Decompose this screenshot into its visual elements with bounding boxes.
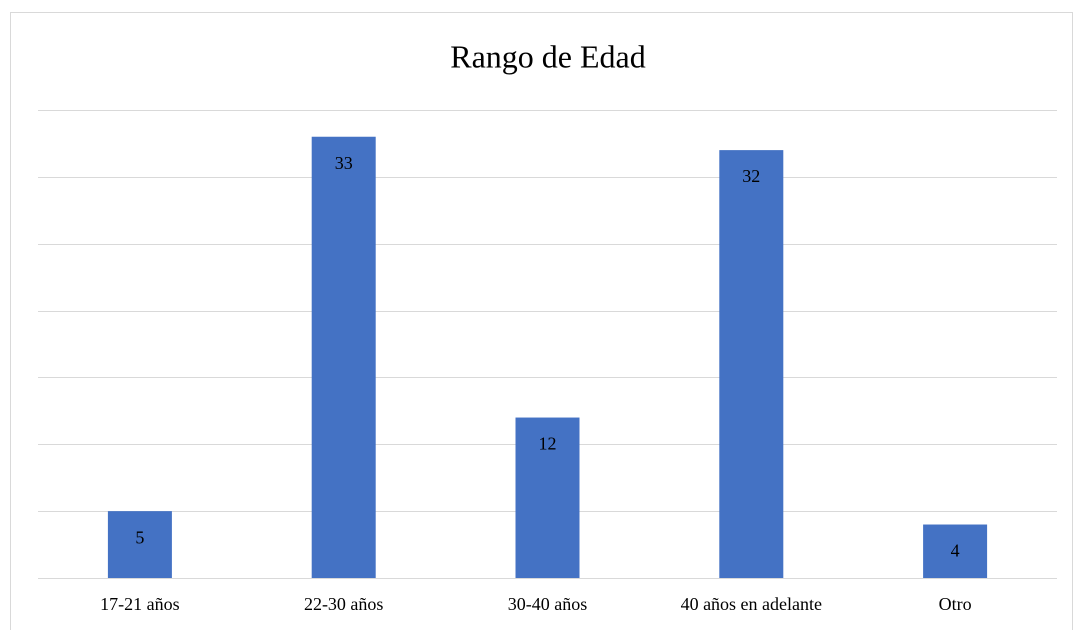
- data-label: 33: [335, 153, 353, 173]
- chart-title: Rango de Edad: [450, 38, 646, 74]
- data-label: 12: [539, 434, 557, 454]
- x-tick-label: 22-30 años: [304, 594, 384, 614]
- bar: [107, 511, 172, 578]
- x-tick-label: 17-21 años: [100, 594, 180, 614]
- bar: [923, 524, 988, 578]
- data-label: 32: [742, 166, 760, 186]
- bar: [719, 150, 784, 578]
- data-label: 4: [951, 541, 960, 561]
- x-tick-label: Otro: [939, 594, 972, 614]
- x-tick-label: 40 años en adelante: [681, 594, 822, 614]
- bar: [311, 136, 376, 578]
- x-tick-label: 30-40 años: [508, 594, 588, 614]
- bar: [515, 417, 580, 578]
- data-label: 5: [135, 527, 144, 547]
